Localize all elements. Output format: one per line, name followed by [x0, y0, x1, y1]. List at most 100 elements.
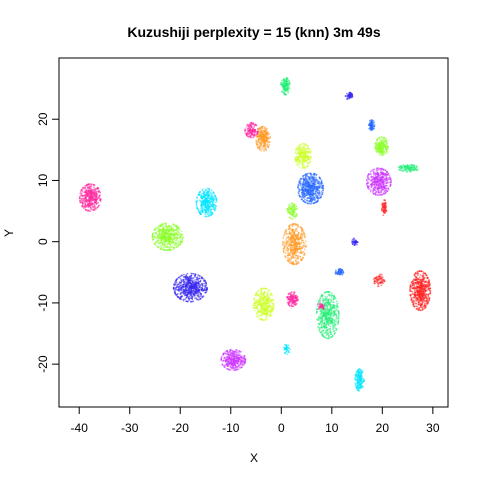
data-point [253, 298, 255, 301]
data-point [260, 292, 263, 295]
data-point [255, 314, 258, 317]
data-point [194, 297, 197, 300]
data-point [176, 245, 179, 248]
data-point [259, 310, 262, 313]
data-point [224, 366, 226, 368]
data-point [80, 188, 83, 191]
data-point [179, 284, 182, 287]
data-point [214, 194, 217, 197]
data-point [298, 166, 301, 168]
data-point [96, 206, 99, 209]
data-point [203, 280, 205, 282]
data-point [192, 289, 195, 292]
data-point [304, 195, 306, 198]
data-point [297, 183, 300, 186]
data-point [292, 231, 295, 234]
cluster-12 [281, 223, 307, 266]
data-point [151, 236, 154, 239]
data-point [302, 256, 304, 259]
data-point [209, 214, 212, 217]
data-point [282, 91, 285, 94]
data-point [292, 215, 295, 218]
data-point [211, 196, 214, 199]
data-point [213, 198, 216, 201]
data-point [162, 241, 165, 244]
data-point [202, 192, 205, 195]
data-point [89, 195, 92, 198]
data-point [200, 293, 203, 295]
data-point [179, 236, 181, 238]
cluster-11 [297, 172, 325, 205]
cluster-14 [315, 291, 340, 340]
data-point [99, 198, 101, 201]
data-point [264, 318, 267, 321]
data-point [320, 312, 323, 314]
data-point [209, 202, 211, 205]
data-point [296, 246, 298, 249]
data-point [228, 350, 231, 353]
data-point [259, 132, 262, 135]
data-point [294, 252, 296, 255]
data-point [226, 362, 228, 365]
data-point [183, 290, 185, 293]
data-point [286, 77, 289, 80]
data-point [289, 224, 291, 227]
data-point [96, 198, 99, 201]
data-point [157, 242, 159, 245]
data-point [172, 226, 174, 229]
data-point [228, 368, 231, 371]
data-point [239, 359, 242, 361]
data-point [173, 244, 176, 247]
data-point [201, 204, 204, 207]
data-point [159, 238, 162, 241]
data-point [237, 364, 240, 367]
data-point [177, 296, 179, 298]
data-point [226, 368, 229, 370]
data-point [207, 191, 210, 193]
data-point [257, 293, 259, 296]
data-point [180, 296, 183, 298]
data-point [170, 234, 173, 237]
data-point [311, 199, 313, 202]
data-point [227, 364, 230, 367]
data-point [178, 231, 180, 234]
data-point [329, 306, 331, 308]
data-point [175, 279, 178, 282]
data-point [266, 308, 269, 310]
data-point [288, 259, 290, 261]
data-point [164, 222, 167, 225]
data-point [306, 148, 309, 150]
data-point [300, 177, 302, 180]
data-point [313, 181, 315, 184]
data-point [288, 241, 290, 244]
data-point [256, 307, 259, 310]
data-point [266, 138, 268, 141]
data-point [88, 185, 91, 188]
data-point [79, 191, 82, 193]
data-point [95, 195, 98, 198]
data-point [299, 184, 301, 187]
data-point [207, 212, 210, 214]
data-point [160, 225, 163, 228]
data-point [252, 130, 255, 133]
data-point [170, 238, 173, 240]
data-point [287, 91, 290, 94]
data-point [94, 199, 96, 201]
data-point [309, 184, 312, 187]
data-point [94, 207, 97, 210]
data-point [296, 163, 298, 166]
data-point [229, 359, 232, 361]
data-point [162, 239, 165, 242]
data-point [180, 279, 183, 281]
data-point [163, 243, 166, 246]
data-point [91, 196, 93, 198]
data-point [265, 288, 268, 290]
data-point [259, 134, 261, 137]
data-point [237, 356, 240, 359]
data-point [185, 300, 188, 303]
data-point [84, 196, 87, 199]
data-point [300, 227, 303, 230]
data-point [170, 233, 172, 236]
data-point [261, 139, 264, 142]
data-point [310, 179, 312, 182]
